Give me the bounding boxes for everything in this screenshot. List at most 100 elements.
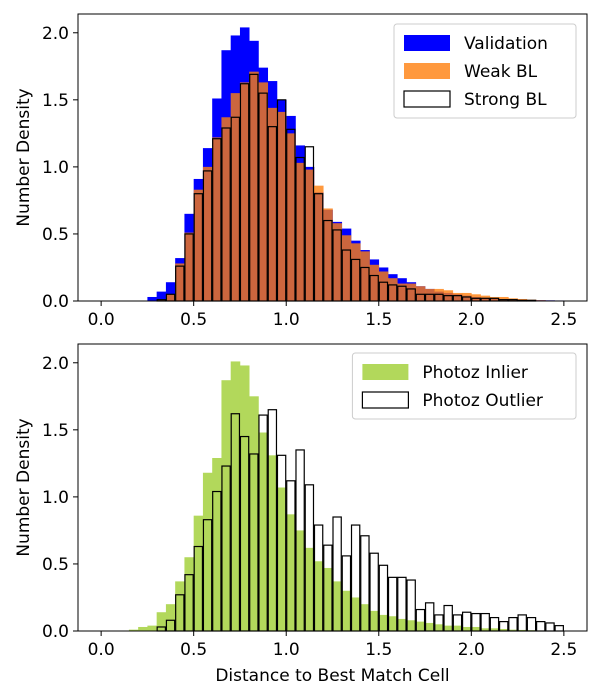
histogram-bar [489,296,500,301]
histogram-bar [499,628,509,631]
legend-label: Validation [464,34,548,54]
histogram-bar [221,117,231,301]
histogram-bar [462,626,472,631]
legend-label: Weak BL [464,62,538,82]
axes-frame [77,13,588,302]
x-tick-label: 2.0 [458,640,485,660]
histogram-bar [434,624,444,631]
series-weak-bl [156,71,565,302]
histogram-bar [434,288,444,301]
histogram-bar [415,286,426,301]
histogram-bar [425,622,435,631]
histogram-bar [369,264,380,301]
histogram-bar [239,82,250,302]
legend-swatch [361,391,409,409]
series-photoz-inlier [128,361,565,631]
histogram-bar [193,189,204,301]
histogram-bar [184,232,194,301]
x-tick-label: 1.0 [273,310,300,330]
x-tick-label: 0.0 [88,640,115,660]
histogram-bar [184,557,194,631]
histogram-bar [230,93,241,302]
histogram-bar [499,296,509,301]
histogram-bar [295,162,306,301]
histogram-bar [202,472,213,631]
histogram-bar [249,396,259,631]
histogram-bar [267,455,278,631]
histogram-bar [147,625,157,631]
histogram-bar-outline [508,616,518,632]
legend-swatch [404,35,450,51]
histogram-bar [388,278,398,301]
y-tick-label: 2.0 [42,24,69,44]
y-tick-label: 0.0 [42,622,69,642]
histogram-bar [175,263,185,301]
x-tick-label: 0.5 [180,640,207,660]
histogram-bar [388,616,398,631]
histogram-bar [360,604,370,631]
histogram-bar [471,294,481,301]
histogram-bar [286,133,296,301]
histogram-bar [332,581,343,631]
legend-label: Photoz Outlier [422,391,543,411]
histogram-bar [193,515,204,631]
histogram-bar [165,294,176,301]
histogram-bar [351,243,361,301]
legend-label: Photoz Inlier [422,363,528,383]
histogram-bar [221,380,231,631]
histogram-bar [258,432,269,631]
legend-label: Strong BL [464,90,547,110]
y-tick-label: 0.5 [42,225,69,245]
histogram-bar-outline [535,621,546,632]
y-axis-title: Number Density [14,88,34,226]
histogram-bar [267,107,278,301]
histogram-bar [341,590,352,631]
axes-frame [77,343,588,632]
histogram-bar [406,620,417,631]
x-tick-label: 1.5 [365,310,392,330]
histogram-bar [313,561,324,631]
histogram-bar [212,457,222,631]
histogram-bar [156,291,167,301]
y-tick-label: 1.5 [42,421,69,441]
histogram-bar [341,235,352,301]
histogram-bar [128,629,139,631]
x-tick-label: 2.5 [550,640,577,660]
histogram-bar [378,271,389,301]
histogram-bar [258,82,269,302]
histogram-bar [239,365,250,631]
histogram-bar-outline [545,622,555,632]
histogram-bar [415,621,426,631]
histogram-bar [360,251,370,301]
x-tick-label: 1.0 [273,640,300,660]
histogram-bar [230,361,241,631]
histogram-bar [202,166,213,301]
histogram-bar [397,283,407,301]
histogram-bar [304,547,315,631]
histogram-bar [332,223,343,301]
y-tick-label: 1.0 [42,158,69,178]
x-tick-label: 1.5 [365,640,392,660]
histogram-bar [378,614,389,631]
histogram-bar [276,111,287,301]
top-histogram-panel: 0.0 0.5 1.0 1.5 2.0 2.5 0.0 0.5 1.0 1.5 2.0 Number … [14,13,588,330]
histogram-bar [443,625,454,631]
bottom-histogram-panel: 0.0 0.5 1.0 1.5 2.0 2.5 0.0 0.5 1.0 1.5 2.0 Number … [14,343,588,660]
y-axis-title: Number Density [14,418,34,556]
histogram-bar [397,618,407,631]
histogram-bar [452,292,463,301]
histogram-bar-outline [554,625,564,632]
histogram-bar [452,625,463,631]
histogram-bar [480,628,491,631]
histogram-bar [249,71,259,302]
histogram-bar [304,169,315,301]
histogram-bar [508,629,518,631]
histogram-bar [489,628,500,631]
histogram-bar-outline [526,616,537,632]
histogram-bar [138,626,148,631]
x-tick-label: 2.5 [550,310,577,330]
legend-swatch [362,364,409,380]
y-tick-label: 0.5 [42,555,69,575]
histogram-bar [276,487,287,631]
